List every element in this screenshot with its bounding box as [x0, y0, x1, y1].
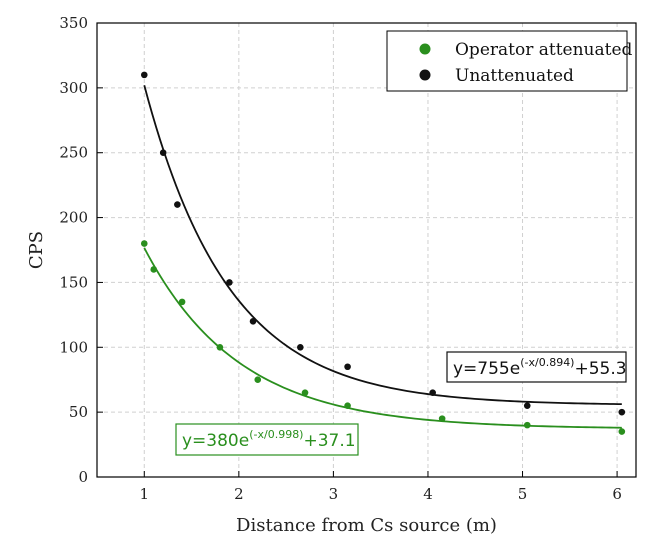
data-point-series-1 [297, 343, 304, 351]
y-tick-label: 350 [59, 14, 88, 32]
fit-curve-0 [143, 247, 622, 429]
x-tick-label: 4 [423, 485, 433, 503]
x-tick-label: 5 [518, 485, 528, 503]
data-point-series-0 [254, 376, 262, 384]
data-point-series-1 [618, 408, 626, 416]
equation-text-unattenuated: y=755e(-x/0.894)+55.3 [453, 356, 627, 379]
data-point-series-0 [523, 421, 531, 429]
equation-operator-attenuated: y=380e(-x/0.998)+37.1 [175, 423, 359, 456]
legend-marker-unattenuated [419, 69, 431, 81]
x-tick-label: 2 [234, 485, 244, 503]
y-tick-label: 250 [59, 144, 88, 162]
legend-marker-operator-attenuated [419, 43, 431, 55]
data-point-series-1 [140, 71, 148, 79]
data-point-series-0 [150, 266, 158, 273]
data-point-series-1 [344, 363, 351, 371]
data-point-series-1 [429, 389, 436, 396]
y-tick-label: 100 [59, 338, 88, 356]
data-point-series-0 [301, 389, 309, 396]
fit-curve-1 [143, 85, 622, 406]
axis-ticks: 1 2 3 4 5 6 0 50 100 150 200 250 300 350 [59, 14, 622, 503]
x-axis-label: Distance from Cs source (m) [236, 515, 497, 536]
data-point-series-0 [344, 402, 351, 409]
equation-box-operator-attenuated [175, 423, 359, 456]
data-point-series-0 [618, 428, 626, 435]
legend-entry-unattenuated: Unattenuated [455, 66, 574, 86]
fit-curves [143, 85, 622, 429]
data-point-series-0 [216, 343, 224, 351]
equation-unattenuated: y=755e(-x/0.894)+55.3 [446, 351, 627, 383]
x-tick-label: 3 [329, 485, 339, 503]
data-point-series-0 [178, 298, 186, 306]
y-axis-label: CPS [26, 231, 47, 269]
equation-text-operator-attenuated: y=380e(-x/0.998)+37.1 [182, 428, 356, 451]
y-tick-label: 200 [59, 209, 88, 227]
data-points [140, 71, 626, 435]
y-tick-label: 0 [78, 468, 88, 486]
legend-entry-operator-attenuated: Operator attenuated [455, 40, 633, 60]
plot-area [96, 22, 637, 478]
x-tick-label: 6 [612, 485, 622, 503]
equation-box-unattenuated [446, 351, 627, 383]
legend-box [386, 30, 628, 92]
y-tick-label: 50 [69, 403, 88, 421]
data-point-series-0 [140, 240, 148, 247]
data-point-series-0 [438, 415, 446, 422]
data-point-series-1 [174, 201, 181, 208]
x-tick-label: 1 [140, 485, 150, 503]
data-point-series-1 [159, 149, 167, 157]
y-tick-label: 300 [59, 79, 88, 97]
data-point-series-1 [523, 402, 531, 409]
data-point-series-1 [249, 318, 257, 325]
legend: Operator attenuated Unattenuated [386, 30, 633, 92]
data-point-series-1 [226, 279, 233, 286]
y-tick-label: 150 [59, 273, 88, 291]
